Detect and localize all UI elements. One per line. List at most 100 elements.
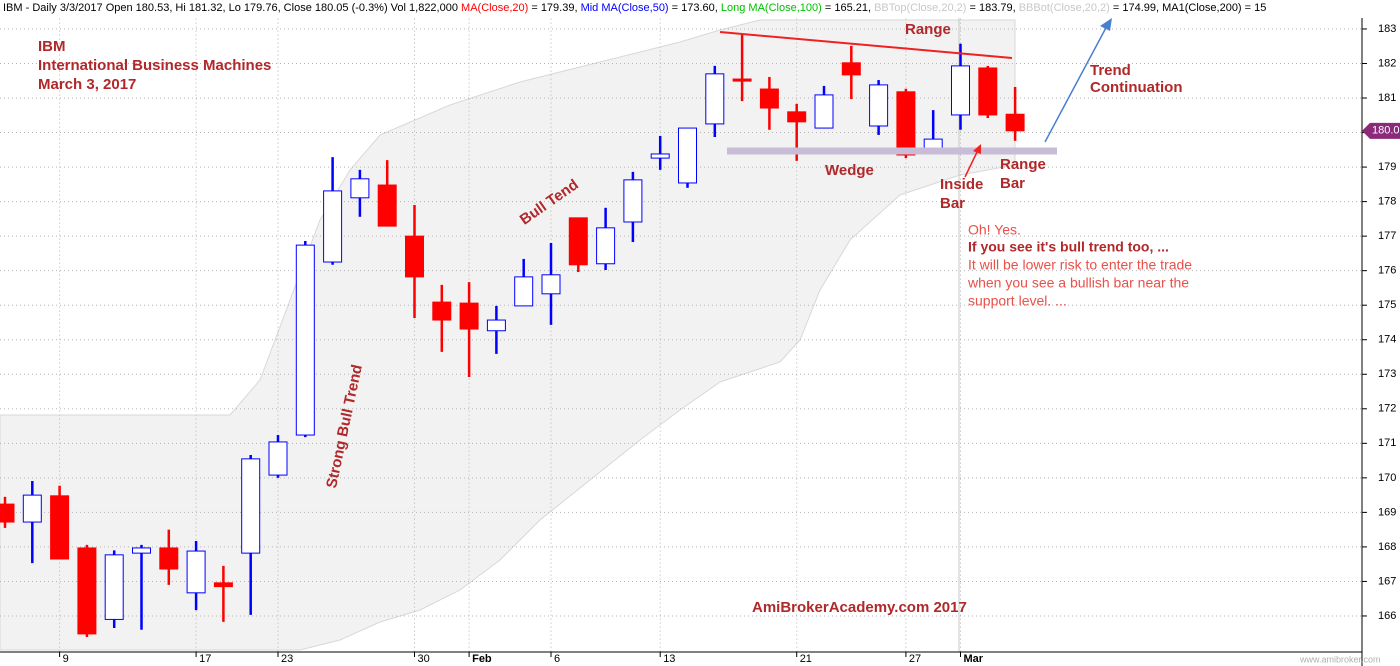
annotation: March 3, 2017 [38, 76, 136, 93]
body [759, 88, 779, 109]
header-part: IBM - Daily 3/3/2017 Open 180.53, Hi 181… [3, 2, 461, 14]
y-tick-label: 177 [1378, 230, 1396, 242]
annotation: It will be lower risk to enter the trade [968, 257, 1192, 273]
body [596, 227, 616, 265]
y-tick-label: 170 [1378, 472, 1396, 484]
header-part: = 174.99, MA1(Close,200) = 15 [1110, 2, 1267, 14]
body [132, 547, 151, 554]
annotation: Range [905, 21, 951, 38]
annotation: AmiBrokerAcademy.com 2017 [752, 599, 967, 616]
y-tick-label: 174 [1378, 334, 1396, 346]
annotation: Wedge [825, 162, 874, 179]
body [814, 94, 834, 129]
body [705, 73, 725, 125]
body [650, 153, 670, 159]
body [104, 554, 124, 620]
y-tick-label: 175 [1378, 299, 1396, 311]
y-tick-label: 182 [1378, 57, 1396, 69]
body [732, 78, 752, 82]
y-tick-label: 171 [1378, 437, 1396, 449]
header-part: = 165.21, [822, 2, 874, 14]
y-tick-label: 169 [1378, 506, 1396, 518]
body [978, 67, 998, 116]
y-tick-label: 172 [1378, 403, 1396, 415]
body [159, 547, 179, 570]
body [951, 65, 970, 116]
body [623, 179, 643, 223]
body [50, 495, 70, 560]
body [841, 62, 861, 76]
y-tick-label: 168 [1378, 541, 1396, 553]
trend-arrow [1044, 23, 1109, 143]
range-line [719, 31, 1013, 59]
header-part: BBTop(Close,20,2) [874, 2, 966, 14]
annotation: International Business Machines [38, 57, 271, 74]
x-tick-label: 21 [800, 653, 812, 665]
x-tick-label: 6 [554, 653, 560, 665]
body [896, 91, 916, 156]
y-tick-label: 178 [1378, 196, 1396, 208]
body [787, 111, 807, 123]
x-tick-label: 23 [281, 653, 293, 665]
y-tick-label: 179 [1378, 161, 1396, 173]
body [377, 184, 397, 227]
body [0, 503, 15, 523]
body [77, 547, 97, 635]
body [514, 276, 534, 307]
y-tick-label: 166 [1378, 610, 1396, 622]
body [541, 274, 561, 295]
header-part: = 173.60, [669, 2, 721, 14]
inside-bar-arrow [964, 149, 979, 178]
y-tick-label: 167 [1378, 575, 1396, 587]
y-tick-label: 173 [1378, 368, 1396, 380]
body [405, 235, 424, 278]
header-part: BBBot(Close,20,2) [1019, 2, 1110, 14]
trend-arrow-head [1100, 18, 1112, 31]
body [323, 190, 343, 263]
candles [0, 34, 1025, 638]
body [869, 84, 889, 127]
x-tick-label: 17 [199, 653, 211, 665]
header-part: MA(Close,20) [461, 2, 528, 14]
last-price-label: 180.05 [1372, 125, 1400, 137]
annotation: IBM [38, 38, 66, 55]
x-tick-label: 30 [418, 653, 430, 665]
header-part: Mid MA(Close,50) [581, 2, 669, 14]
last-price-box [1362, 122, 1400, 139]
body [213, 582, 233, 588]
x-tick-label: 9 [63, 653, 69, 665]
annotation: Bar [940, 195, 965, 212]
y-tick-label: 183 [1378, 23, 1396, 35]
header-part: = 179.39, [528, 2, 580, 14]
header-part: Long MA(Close,100) [721, 2, 822, 14]
annotation: If you see it's bull trend too, ... [968, 239, 1169, 255]
annotation: Range [1000, 156, 1046, 173]
body [486, 319, 506, 332]
body [186, 550, 206, 594]
x-tick-label: Feb [472, 653, 492, 665]
body [459, 302, 479, 330]
body [22, 494, 42, 523]
annotation: support level. ... [968, 293, 1067, 309]
annotation: Inside [940, 176, 983, 193]
annotation: when you see a bullish bar near the [967, 275, 1189, 291]
header-part: = 183.79, [966, 2, 1018, 14]
inside-bar-arrow-head [973, 144, 981, 154]
body [432, 301, 452, 321]
body [350, 178, 370, 199]
annotation: Bar [1000, 175, 1025, 192]
body [568, 217, 588, 266]
annotation: Trend [1090, 62, 1131, 79]
header: IBM - Daily 3/3/2017 Open 180.53, Hi 181… [3, 2, 1266, 14]
y-tick-label: 176 [1378, 265, 1396, 277]
body [295, 244, 315, 436]
body [1005, 113, 1025, 132]
annotation: Oh! Yes. [968, 222, 1021, 238]
x-tick-label: 27 [909, 653, 921, 665]
annotation: www.amibroker.com [1299, 654, 1381, 664]
x-tick-label: Mar [964, 653, 984, 665]
body [268, 441, 288, 476]
body [678, 127, 697, 184]
annotation: Continuation [1090, 79, 1182, 96]
